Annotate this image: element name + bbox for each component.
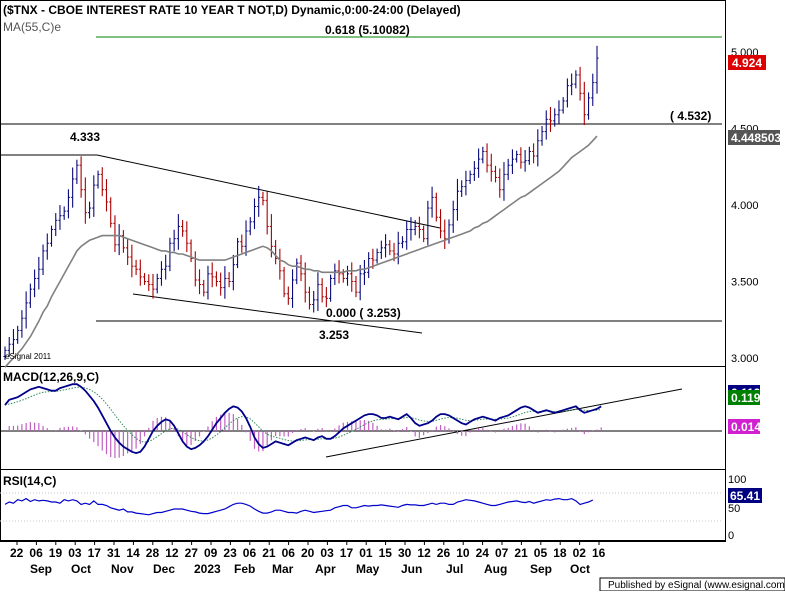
macd-panel-frame — [0, 366, 726, 470]
ma-value-label: 4.448503 — [731, 131, 781, 145]
rsi-tick-50: 50 — [728, 503, 740, 515]
price-y-tick: 3.000 — [731, 353, 759, 365]
day-label: 21 — [262, 546, 276, 560]
macd-trendline — [325, 388, 683, 458]
hist-value-label: 0.014 — [731, 420, 761, 434]
annotation-4532: ( 4.532) — [670, 109, 711, 123]
rsi-line — [4, 497, 594, 516]
day-label: 21 — [514, 546, 528, 560]
month-label: Jul — [446, 562, 463, 576]
month-label: Jun — [401, 562, 422, 576]
time-axis-days: 22 06 19 03 17 31 14 28 12 27 09 23 06 21 06 20 03 17 01 15… — [10, 541, 606, 560]
day-label: 17 — [88, 546, 102, 560]
ma-label: MA(55,C)e — [3, 20, 61, 34]
day-label: 06 — [243, 546, 257, 560]
day-label: 26 — [437, 546, 451, 560]
last-price-box — [728, 55, 766, 70]
day-label: 10 — [456, 546, 470, 560]
price-y-tick: 4.000 — [731, 200, 759, 212]
rsi-value-label: 65.41 — [730, 489, 760, 503]
month-label: Sep — [530, 562, 552, 576]
month-label: Aug — [484, 562, 507, 576]
day-label: 30 — [398, 546, 412, 560]
day-label: 16 — [592, 546, 606, 560]
day-label: 15 — [379, 546, 393, 560]
signal-value-box — [728, 390, 760, 405]
last-price-label: 4.924 — [732, 56, 762, 70]
rsi-title: RSI(14,C) — [3, 474, 56, 488]
price-y-tick: 3.500 — [731, 277, 759, 289]
day-label: 27 — [185, 546, 199, 560]
day-label: 31 — [107, 546, 121, 560]
macd-signal-line — [4, 386, 602, 443]
day-label: 02 — [573, 546, 587, 560]
month-label: Apr — [315, 562, 336, 576]
day-label: 03 — [68, 546, 82, 560]
annotation-fib-0618: 0.618 (5.10082) — [325, 23, 410, 37]
day-label: 24 — [476, 546, 490, 560]
annotation-4333: 4.333 — [70, 130, 100, 144]
hist-value-box — [728, 419, 760, 434]
day-label: 22 — [10, 546, 24, 560]
macd-histogram — [8, 412, 602, 459]
annotation-3253: 3.253 — [319, 328, 349, 342]
month-label: 2023 — [194, 562, 221, 576]
annotation-0000-3253: 0.000 ( 3.253) — [326, 306, 401, 320]
month-label: Dec — [153, 562, 175, 576]
ma-value-box — [728, 130, 780, 145]
day-label: 12 — [165, 546, 179, 560]
day-label: 23 — [223, 546, 237, 560]
ma-55-line — [4, 135, 598, 368]
day-label: 12 — [417, 546, 431, 560]
day-label: 06 — [29, 546, 43, 560]
month-label: Oct — [71, 562, 91, 576]
day-label: 28 — [146, 546, 160, 560]
month-label: Oct — [570, 562, 590, 576]
chart-title: ($TNX - CBOE INTEREST RATE 10 YEAR T NOT… — [3, 3, 461, 17]
month-label: Mar — [272, 562, 294, 576]
month-label: Sep — [30, 562, 52, 576]
day-label: 20 — [301, 546, 315, 560]
day-label: 09 — [204, 546, 218, 560]
rsi-panel-frame — [0, 469, 726, 541]
rsi-tick-100: 100 — [728, 474, 746, 486]
day-label: 07 — [495, 546, 509, 560]
day-label: 03 — [320, 546, 334, 560]
month-label: May — [356, 562, 380, 576]
day-label: 14 — [126, 546, 140, 560]
lower-trendline — [132, 293, 423, 334]
day-label: 18 — [553, 546, 567, 560]
macd-title: MACD(12,26,9,C) — [3, 370, 99, 384]
time-axis-months: Sep Oct Nov Dec 2023 Feb Mar Apr May Jun Jul Aug Sep… — [30, 562, 590, 576]
month-label: Feb — [234, 562, 255, 576]
upper-trendline — [96, 154, 441, 229]
month-label: Nov — [111, 562, 134, 576]
rsi-value-box — [728, 488, 762, 503]
signal-value-label: 0.119 — [731, 391, 761, 405]
price-bars — [3, 45, 599, 360]
rsi-tick-0: 0 — [728, 530, 734, 542]
day-label: 01 — [359, 546, 373, 560]
esignal-tag: eSignal 2011 — [5, 352, 52, 361]
footer-published-by: Published by eSignal (www.esignal.com) — [608, 580, 785, 591]
day-label: 19 — [49, 546, 63, 560]
day-label: 06 — [282, 546, 296, 560]
day-label: 17 — [340, 546, 354, 560]
macd-line — [4, 383, 602, 455]
day-label: 05 — [534, 546, 548, 560]
